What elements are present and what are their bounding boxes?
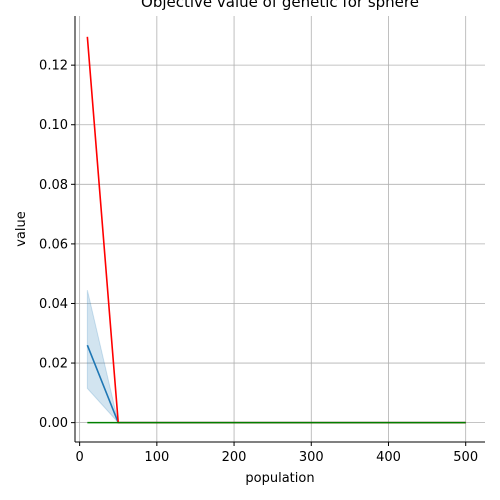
y-tick-label: 0.08 [39, 178, 68, 193]
x-tick-label: 100 [144, 450, 169, 465]
y-tick-label: 0.06 [39, 237, 68, 252]
y-tick-label: 0.02 [39, 357, 68, 372]
x-tick-label: 300 [299, 450, 324, 465]
y-tick-label: 0.12 [39, 59, 68, 74]
y-tick-label: 0.00 [39, 416, 68, 431]
y-tick-label: 0.10 [39, 118, 68, 133]
axes-layer [74, 16, 485, 443]
series-0-confidence-band [86, 289, 466, 424]
grid-layer [75, 16, 485, 442]
line-layer [86, 36, 466, 424]
x-tick-label: 0 [75, 450, 83, 465]
x-axis-label: population [245, 471, 314, 486]
band-layer [86, 289, 466, 424]
x-tick-label: 200 [222, 450, 247, 465]
series-1-line [86, 36, 466, 424]
tick-layer: 0 100 200 300 400 500 0.00 0.02 0.04 0.06 0.08 0.10… [39, 59, 478, 465]
x-tick-label: 500 [453, 450, 478, 465]
x-tick-label: 400 [376, 450, 401, 465]
y-tick-label: 0.04 [39, 297, 68, 312]
series-0-line [86, 344, 466, 424]
y-axis-label: value [14, 211, 29, 247]
chart-title: Objective value of genetic for sphere [141, 0, 419, 11]
